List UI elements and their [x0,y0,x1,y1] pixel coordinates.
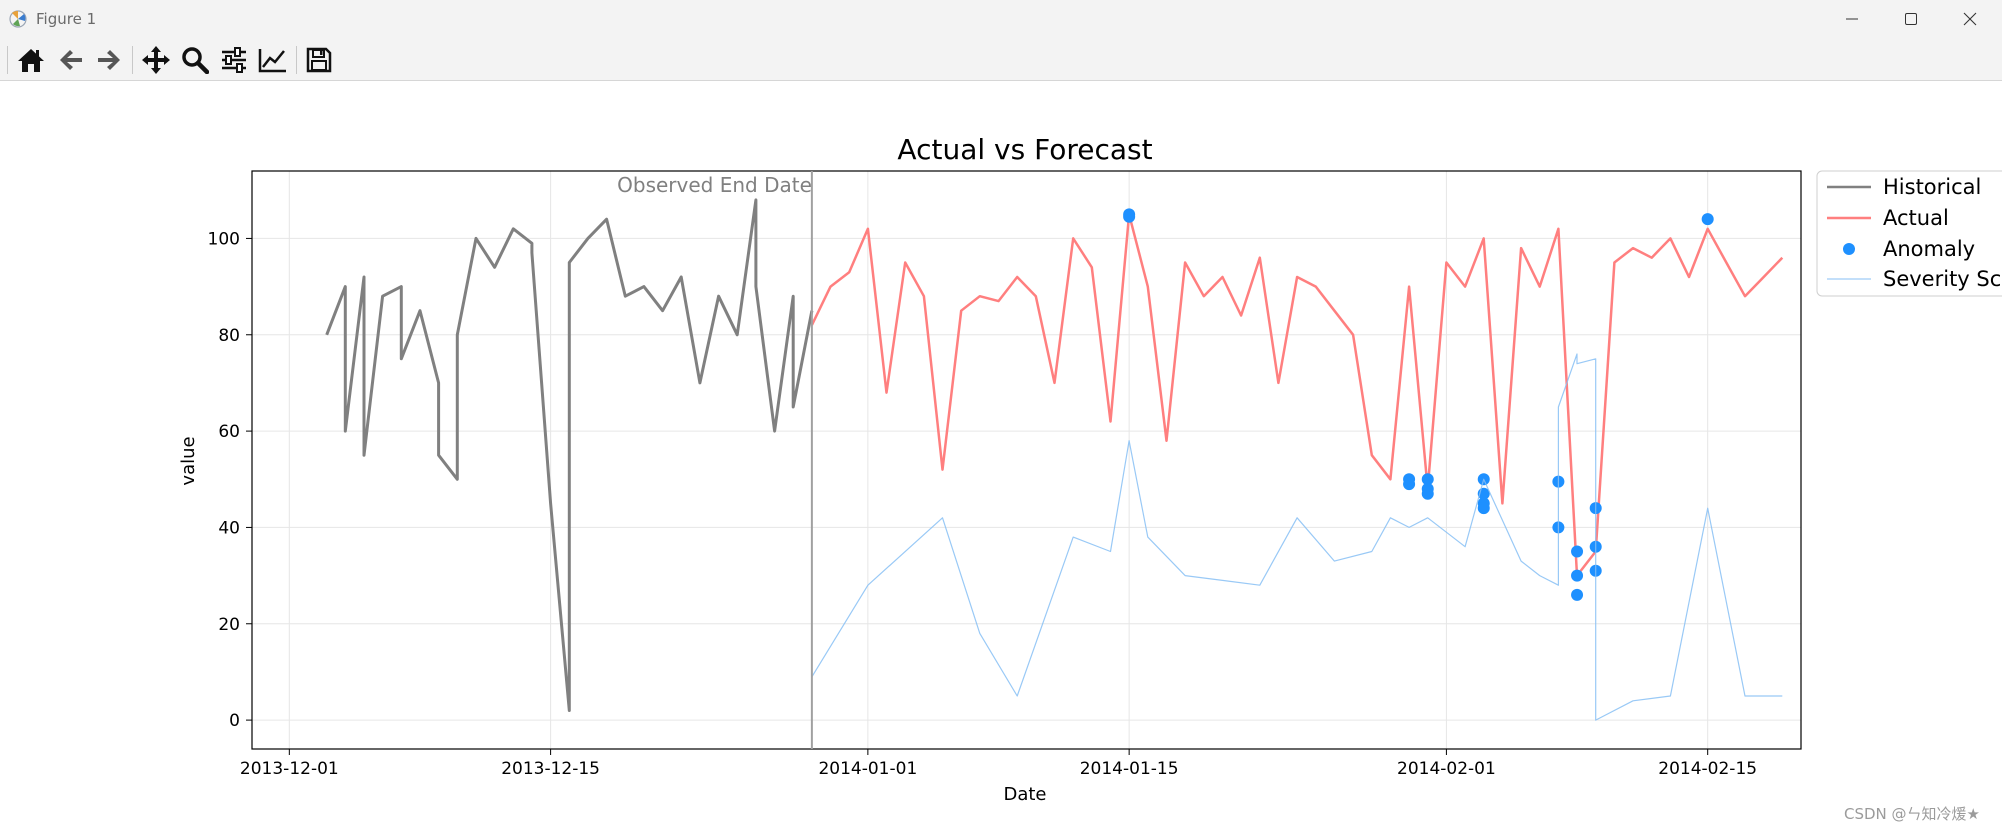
legend-actual-label: Actual [1883,206,1949,230]
minimize-button[interactable] [1825,0,1879,38]
x-tick-label: 2014-02-15 [1658,759,1757,779]
configure-icon [222,47,246,73]
series-severity-score-line [811,353,1783,721]
legend-box [1816,170,2002,297]
anomaly-point [1421,473,1434,486]
save-button[interactable] [301,44,337,76]
zoom-icon [182,47,209,74]
toolbar-separator [296,46,297,74]
y-axis-label: value [178,436,199,485]
legend-anomaly-swatch [1843,243,1855,255]
y-tick-label: 60 [218,422,240,442]
anomaly-point [1571,545,1584,558]
minimize-icon [1846,18,1858,20]
close-button[interactable] [1943,0,1997,38]
x-axis-label: Date [1003,784,1046,805]
pan-icon [142,46,170,74]
x-tick-label: 2013-12-15 [501,759,600,779]
legend: Historical Actual Anomaly Severity Score [1816,170,2002,297]
anomaly-point [1123,210,1136,223]
toolbar-separator [132,46,133,74]
home-button[interactable] [13,44,49,76]
close-icon [1963,12,1977,26]
configure-subplots-button[interactable] [216,44,252,76]
toolbar-grip [7,46,8,74]
legend-severity-label: Severity Score [1883,267,2002,291]
series-actual-line [810,213,1784,577]
zoom-button[interactable] [177,44,213,76]
chart-svg: 0 20 40 60 80 100 2013-12-01 2013-12-15 2014-01-… [178,133,2002,805]
edit-axis-icon [258,49,286,73]
x-tick-label: 2014-02-01 [1397,759,1496,779]
csdn-watermark: CSDN @ㄣ知冷煖★ [1844,805,1980,823]
save-icon [306,47,332,73]
plot-layer [325,198,1784,721]
y-tick-label: 80 [218,326,240,346]
edit-axis-button[interactable] [255,44,291,76]
maximize-icon [1905,13,1917,25]
back-button[interactable] [53,44,89,76]
x-tick-label: 2013-12-01 [240,759,339,779]
anomaly-point [1571,588,1584,601]
anomaly-point [1403,478,1416,491]
x-tick-label: 2014-01-15 [1080,759,1179,779]
window-titlebar: Figure 1 [0,0,2002,41]
legend-anomaly-label: Anomaly [1883,237,1975,261]
tick-layer: 0 20 40 60 80 100 2013-12-01 2013-12-15 2014-01-… [208,229,1758,779]
observed-end-label: Observed End Date [617,173,812,197]
grid-layer [252,171,1801,749]
series-historical-line [325,198,814,712]
forward-icon [98,50,120,70]
pan-button[interactable] [138,44,174,76]
axes-frame [251,170,1802,750]
anomaly-point [1421,487,1434,500]
anomaly-point [1571,569,1584,582]
legend-historical-label: Historical [1883,175,1981,199]
x-tick-label: 2014-01-01 [818,759,917,779]
window-title: Figure 1 [36,10,97,28]
y-tick-label: 20 [218,615,240,635]
back-icon [60,50,82,70]
y-tick-label: 40 [218,518,240,538]
figure-canvas[interactable]: 0 20 40 60 80 100 2013-12-01 2013-12-15 2014-01-… [0,81,2002,832]
anomaly-point [1701,213,1714,226]
maximize-button[interactable] [1884,0,1938,38]
y-tick-label: 100 [208,229,240,249]
matplotlib-app-icon [9,10,27,28]
navigation-toolbar [0,40,2002,81]
forward-button[interactable] [91,44,127,76]
home-icon [18,49,44,72]
y-tick-label: 0 [229,711,240,731]
chart-title: Actual vs Forecast [897,133,1152,166]
anomaly-point [1477,502,1490,515]
